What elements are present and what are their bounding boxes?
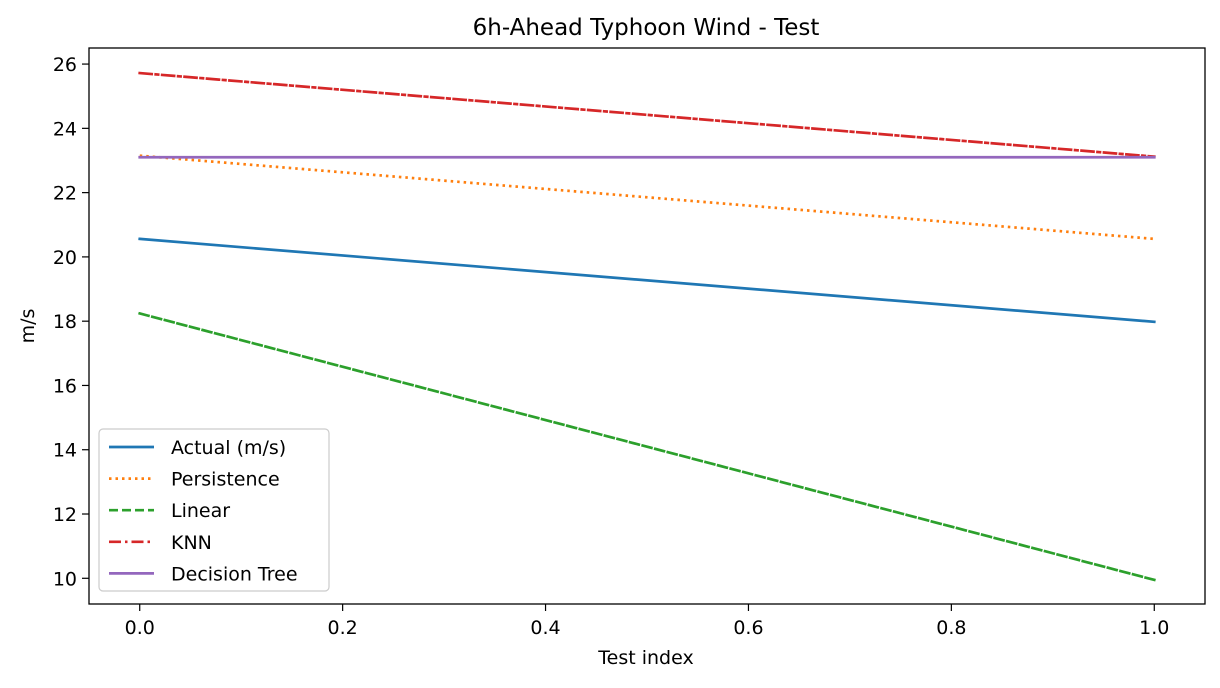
y-tick-label: 16 bbox=[53, 375, 77, 397]
y-tick-label: 10 bbox=[53, 568, 77, 590]
x-tick-label: 0.4 bbox=[530, 617, 560, 639]
axes: 0.0 0.2 0.4 0.6 0.8 1.0 10 12 14 16 18 20 22 24 26 bbox=[53, 47, 1206, 639]
series-line-2 bbox=[138, 311, 1156, 582]
series-line-3 bbox=[138, 71, 1156, 159]
y-tick-label: 18 bbox=[53, 311, 77, 333]
x-tick-label: 0.8 bbox=[936, 617, 966, 639]
legend-item: Linear bbox=[109, 500, 230, 522]
x-tick-label: 1.0 bbox=[1139, 617, 1169, 639]
plot-frame bbox=[88, 47, 1206, 605]
plot-area bbox=[138, 71, 1156, 582]
legend-item: Persistence bbox=[109, 469, 280, 491]
legend-item: KNN bbox=[109, 532, 212, 554]
y-axis-label: m/s bbox=[17, 309, 39, 344]
y-tick-label: 20 bbox=[53, 247, 77, 269]
legend-label: Persistence bbox=[171, 469, 280, 491]
legend-box bbox=[98, 428, 330, 592]
legend-label: Decision Tree bbox=[171, 563, 298, 585]
legend: Actual (m/s) Persistence Linear KNN Decision… bbox=[98, 428, 330, 592]
y-tick-label: 14 bbox=[53, 440, 77, 462]
legend-label: Linear bbox=[171, 500, 230, 522]
y-tick-label: 22 bbox=[53, 183, 77, 205]
legend-label: Actual (m/s) bbox=[171, 437, 286, 459]
x-tick-label: 0.6 bbox=[733, 617, 763, 639]
series-line-0 bbox=[138, 237, 1156, 324]
legend-label: KNN bbox=[171, 532, 212, 554]
series-line-1 bbox=[139, 154, 1155, 241]
y-tick-label: 12 bbox=[53, 504, 77, 526]
x-tick-label: 0.0 bbox=[125, 617, 155, 639]
y-tick-label: 26 bbox=[53, 54, 77, 76]
y-tick-label: 24 bbox=[53, 118, 77, 140]
x-tick-label: 0.2 bbox=[328, 617, 358, 639]
legend-item: Actual (m/s) bbox=[109, 437, 286, 459]
chart-title: 6h-Ahead Typhoon Wind - Test bbox=[473, 15, 820, 41]
legend-item: Decision Tree bbox=[109, 563, 298, 585]
x-axis-label: Test index bbox=[597, 647, 693, 669]
